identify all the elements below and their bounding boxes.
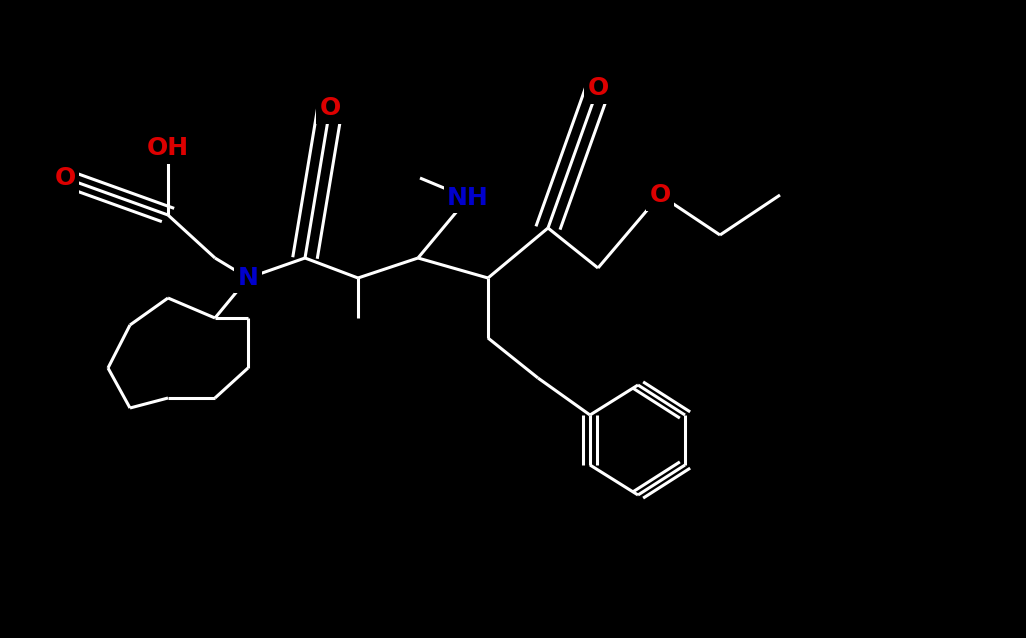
Text: NH: NH [447, 186, 488, 210]
Text: O: O [319, 96, 341, 120]
Text: O: O [54, 166, 76, 190]
Text: N: N [238, 266, 259, 290]
Text: O: O [587, 76, 608, 100]
Text: OH: OH [147, 136, 189, 160]
Text: O: O [649, 183, 671, 207]
